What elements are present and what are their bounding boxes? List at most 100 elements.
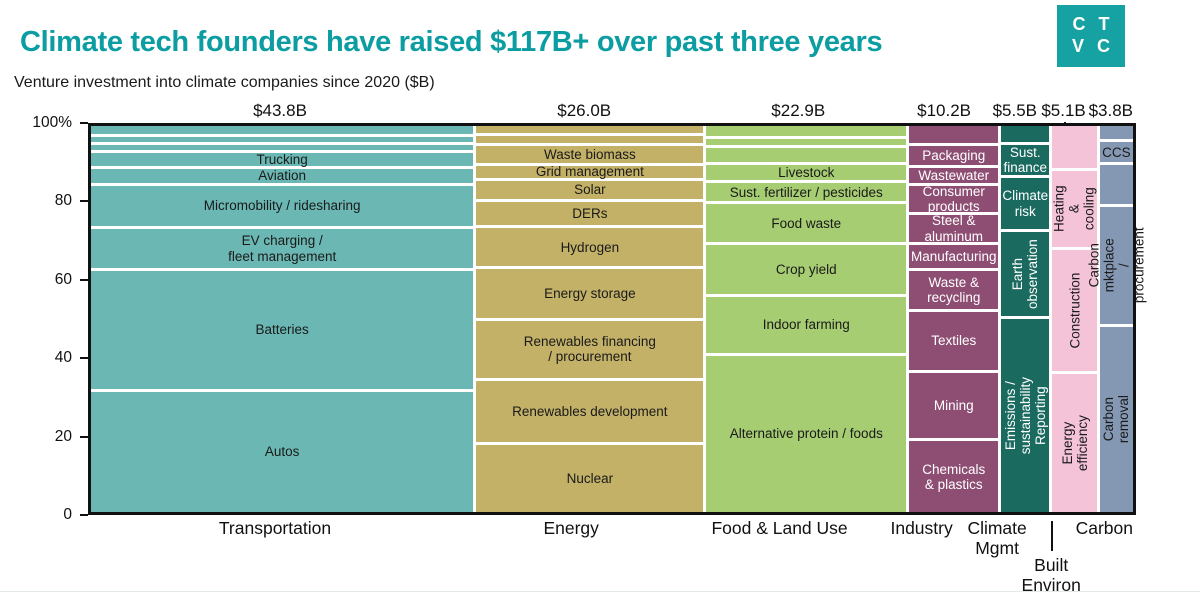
segment-label-text: EV charging / fleet management bbox=[228, 233, 337, 264]
category-label-row: Transportation Energy Food & Land Use Indus… bbox=[88, 518, 1136, 593]
mekko-segment: Hydrogen bbox=[476, 228, 704, 267]
segment-label-text: Waste biomass bbox=[543, 146, 636, 162]
segment-label-text: Manufacturing bbox=[910, 249, 997, 264]
mekko-segment: Renewables financing / procurement bbox=[476, 320, 704, 378]
segment-label-text: DERs bbox=[572, 206, 608, 222]
segment-label-text: Consumer products bbox=[922, 183, 985, 214]
segment-label-text: Crop yield bbox=[775, 261, 837, 277]
mekko-segment: Aviation bbox=[91, 168, 474, 184]
segment-label-text: Sust. finance bbox=[1003, 145, 1048, 176]
segment-label-text: Carbon removal bbox=[1101, 395, 1132, 444]
segment-label: Energy storage bbox=[476, 269, 703, 318]
mekko-column: Heating & cooling Construction Energy effi… bbox=[1052, 126, 1097, 512]
mekko-column: Waste biomass Grid management Solar DERs Hyd… bbox=[476, 126, 704, 513]
segment-label: Crop yield bbox=[706, 245, 906, 294]
mekko-segment bbox=[476, 136, 704, 144]
mekko-segment: Mining bbox=[909, 372, 999, 439]
value-label: $10.2B bbox=[917, 101, 971, 120]
category-label: Industry bbox=[890, 518, 953, 538]
category-label: Food & Land Use bbox=[711, 518, 848, 538]
segment-label: Hydrogen bbox=[476, 228, 703, 266]
segment-label: Sust. fertilizer / pesticides bbox=[706, 183, 906, 201]
segment-label-text: Indoor farming bbox=[762, 317, 850, 333]
segment-label-text: Construction bbox=[1067, 272, 1082, 349]
category-label-cell: Food & Land Use bbox=[683, 518, 875, 590]
y-axis-tick bbox=[80, 122, 88, 124]
segment-label: Sust. finance bbox=[1001, 145, 1049, 175]
mekko-segment: Textiles bbox=[909, 311, 999, 370]
category-label-connector-line bbox=[1051, 521, 1054, 551]
segment-label-text: Renewables development bbox=[512, 403, 668, 419]
segment-label: Carbon removal bbox=[1100, 327, 1133, 512]
mekko-segment: Packaging bbox=[909, 146, 999, 165]
mekko-segment: Steel & aluminum bbox=[909, 213, 999, 244]
mekko-segment: Energy storage bbox=[476, 269, 704, 318]
segment-label: Nuclear bbox=[476, 445, 703, 512]
segment-label: Emissions / sustainability Reporting bbox=[1001, 319, 1049, 512]
value-label-cell: $10.2B bbox=[900, 101, 988, 121]
segment-label-text: Grid management bbox=[535, 164, 644, 180]
segment-label-text: Mining bbox=[933, 398, 974, 414]
mekko-segment: Nuclear bbox=[476, 444, 704, 513]
mekko-segment: Wastewater bbox=[909, 167, 999, 184]
mekko-segment bbox=[1099, 126, 1133, 140]
segment-label: Micromobility / ridesharing bbox=[91, 186, 473, 226]
segment-label-text: Renewables financing / procurement bbox=[523, 334, 656, 365]
segment-label: Manufacturing bbox=[909, 245, 998, 268]
mekko-segment: DERs bbox=[476, 202, 704, 226]
y-axis-label: 20 bbox=[54, 427, 72, 445]
mekko-segment: EV charging / fleet management bbox=[91, 228, 474, 269]
page-title: Climate tech founders have raised $117B+… bbox=[20, 26, 883, 58]
mekko-segment bbox=[909, 126, 999, 144]
segment-label-text: Livestock bbox=[778, 164, 835, 180]
value-label: $43.8B bbox=[253, 101, 307, 120]
y-axis-tick bbox=[80, 435, 88, 438]
category-label: Energy bbox=[543, 518, 599, 538]
segment-label: Food waste bbox=[706, 204, 906, 242]
segment-label-text: Carbon mktplace / procurement bbox=[1086, 227, 1147, 304]
category-label-cell: Built Environ bbox=[1022, 518, 1081, 593]
mekko-segment: Trucking bbox=[91, 152, 474, 167]
segment-label-text: Emissions / sustainability Reporting bbox=[1002, 376, 1048, 455]
value-label-cell: $43.8B bbox=[91, 101, 469, 121]
mekko-segment bbox=[706, 148, 907, 162]
mekko-segment bbox=[1001, 126, 1050, 143]
y-axis-label: 80 bbox=[54, 192, 72, 210]
segment-label-text: Steel & aluminum bbox=[924, 213, 984, 244]
segment-label-text: Solar bbox=[574, 182, 606, 198]
segment-label: Aviation bbox=[91, 168, 473, 184]
column-value-label-row: $43.8B $26.0B $22.9B $10.2B $5.5B $5.1B $3.8B bbox=[88, 99, 1136, 141]
value-label: $26.0B bbox=[557, 101, 612, 120]
mekko-segment: Sust. finance bbox=[1001, 145, 1050, 175]
segment-label: Consumer products bbox=[909, 183, 998, 214]
segment-label: EV charging / fleet management bbox=[91, 229, 473, 269]
mekko-segment bbox=[91, 145, 474, 151]
mekko-segment bbox=[91, 126, 474, 135]
segment-label-text: Wastewater bbox=[918, 167, 990, 183]
mekko-segment: Manufacturing bbox=[909, 245, 999, 268]
bottom-divider bbox=[0, 591, 1200, 592]
segment-label: Carbon mktplace / procurement bbox=[1086, 207, 1146, 324]
segment-label-text: Aviation bbox=[258, 168, 307, 184]
mekko-segment: Earth observation bbox=[1001, 232, 1050, 316]
mekko-segment: Energy efficiency bbox=[1052, 373, 1097, 512]
mekko-segment: Chemicals & plastics bbox=[909, 441, 999, 512]
mekko-segment: Consumer products bbox=[909, 183, 999, 214]
y-axis-label: 0 bbox=[63, 506, 72, 523]
category-label: Transportation bbox=[218, 518, 332, 538]
ctvc-logo: CT VC bbox=[1057, 5, 1125, 67]
value-label: $22.9B bbox=[771, 101, 826, 120]
segment-label: Wastewater bbox=[909, 168, 998, 183]
segment-label: Autos bbox=[91, 392, 473, 512]
mekko-segment: Crop yield bbox=[706, 244, 907, 294]
segment-label-text: Textiles bbox=[931, 333, 977, 349]
segment-label-text: Batteries bbox=[255, 322, 309, 338]
value-label: $3.8B bbox=[1088, 101, 1133, 120]
mekko-column: Sust. finance Climate risk Earth observati… bbox=[1001, 126, 1050, 512]
category-label-cell: Industry bbox=[879, 518, 965, 590]
category-label-cell: Energy bbox=[462, 518, 680, 590]
segment-label: Solar bbox=[476, 181, 703, 199]
y-axis-tick bbox=[80, 278, 88, 281]
mekko-segment: Climate risk bbox=[1001, 177, 1050, 230]
